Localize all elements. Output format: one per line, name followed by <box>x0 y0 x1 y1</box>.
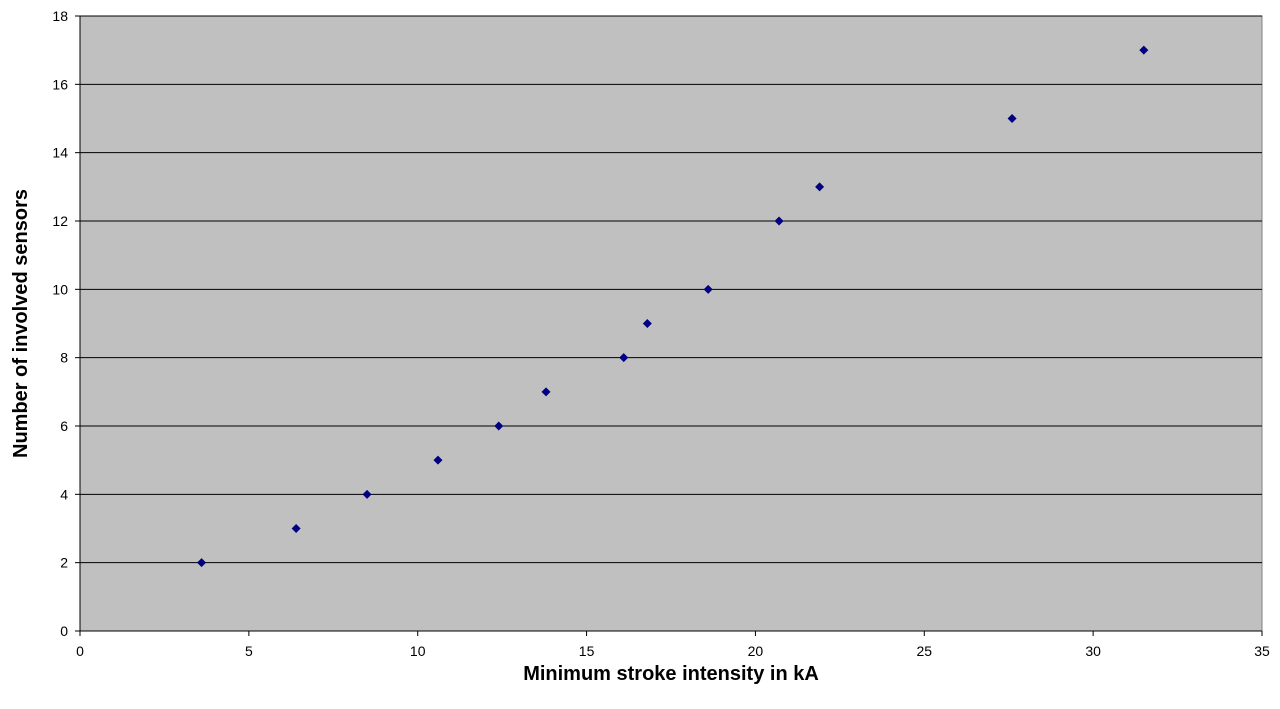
y-tick-label: 10 <box>52 281 68 297</box>
data-point <box>1007 114 1017 123</box>
data-point <box>433 455 443 465</box>
data-point <box>291 524 301 533</box>
data-point <box>541 387 551 397</box>
y-tick-label: 16 <box>52 76 68 92</box>
y-tick-label: 4 <box>60 486 68 502</box>
data-point <box>774 216 784 226</box>
x-tick-label: 10 <box>410 643 426 659</box>
data-point <box>619 353 629 363</box>
data-point <box>703 284 713 294</box>
gridlines <box>80 15 1262 564</box>
x-tick-label: 0 <box>76 643 84 659</box>
plot-area <box>79 15 1263 632</box>
y-tick-label: 6 <box>60 418 68 434</box>
x-tick-label: 35 <box>1254 643 1270 659</box>
data-point <box>815 182 825 192</box>
axes <box>79 16 1262 632</box>
y-tick-label: 0 <box>60 623 68 639</box>
y-tick-label: 14 <box>52 145 68 161</box>
x-tick-label: 25 <box>916 643 932 659</box>
x-axis-ticks: 0 5 10 15 20 25 30 35 <box>76 631 1270 659</box>
y-axis-title: Number of involved sensors <box>10 189 32 458</box>
y-axis-ticks: 0 2 4 6 8 10 12 14 16 18 <box>52 8 80 639</box>
data-point <box>362 489 372 499</box>
data-point <box>494 421 504 431</box>
y-tick-label: 18 <box>52 8 68 24</box>
y-tick-label: 8 <box>60 350 68 366</box>
data-point <box>1139 45 1149 55</box>
x-tick-label: 15 <box>579 643 595 659</box>
y-tick-label: 2 <box>60 555 68 571</box>
data-point <box>197 558 207 568</box>
x-tick-label: 5 <box>245 643 253 659</box>
data-points <box>197 45 1149 568</box>
x-tick-label: 30 <box>1085 643 1101 659</box>
data-point <box>642 319 652 328</box>
y-tick-label: 12 <box>52 213 68 229</box>
x-axis-title: Minimum stroke intensity in kA <box>523 663 819 685</box>
x-tick-label: 20 <box>748 643 764 659</box>
